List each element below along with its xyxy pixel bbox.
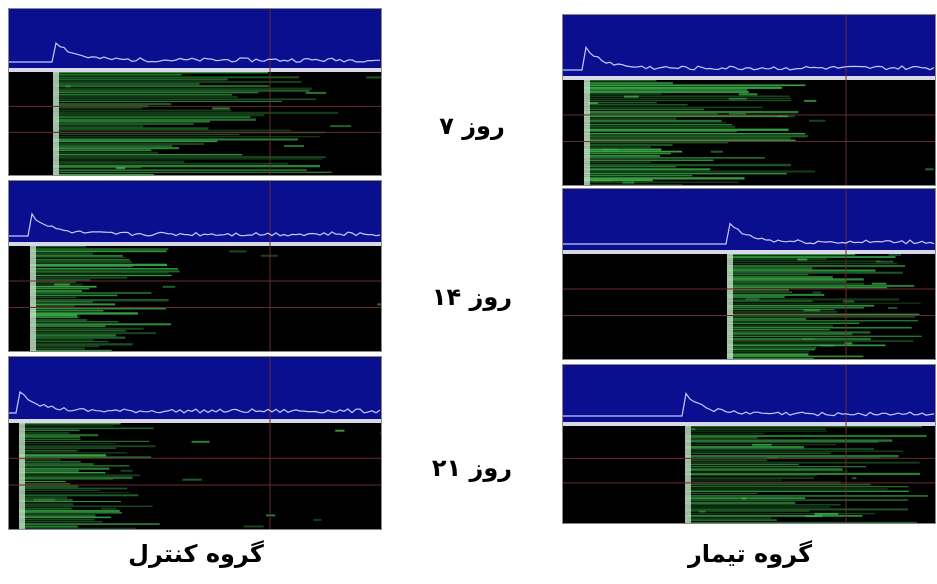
- panel-border: [8, 8, 382, 176]
- panel-divider: [562, 250, 936, 254]
- kymograph-treatment-day21: [562, 364, 936, 524]
- image-grid: [8, 180, 382, 352]
- signal-streaks: [584, 80, 934, 186]
- panel-control-day14: [8, 180, 382, 352]
- panel-border: [562, 364, 936, 524]
- day-label-21: روز ۲۱: [431, 454, 513, 482]
- trace-header: [8, 356, 382, 419]
- panel-divider: [8, 419, 382, 423]
- panel-control-day21: [8, 356, 382, 530]
- panel-treatment-day14: [562, 188, 936, 360]
- trace-header: [562, 364, 936, 422]
- signal-streaks: [727, 254, 922, 360]
- panel-treatment-day21: [562, 364, 936, 524]
- panel-border: [562, 188, 936, 360]
- image-grid: [8, 356, 382, 530]
- trace-header: [8, 8, 382, 68]
- trace-line: [562, 222, 935, 245]
- signal-streaks: [53, 72, 381, 176]
- panel-border: [8, 356, 382, 530]
- image-grid: [562, 364, 936, 524]
- group-label-treatment: گروه تیمار: [687, 540, 813, 568]
- group-label-control: گروه کنترل: [128, 540, 264, 568]
- onset-edge: [19, 423, 25, 530]
- signal-streaks: [19, 423, 382, 530]
- kymograph-treatment-day14: [562, 188, 936, 360]
- panel-divider: [8, 242, 382, 246]
- image-area: [8, 72, 382, 176]
- onset-edge: [30, 246, 36, 352]
- kymograph-control-day14: [8, 180, 382, 352]
- day-label-14: روز ۱۴: [431, 283, 513, 311]
- panel-treatment-day7: [562, 14, 936, 186]
- onset-edge: [53, 72, 59, 176]
- kymograph-treatment-day7: [562, 14, 936, 186]
- panel-border: [562, 14, 936, 186]
- signal-streaks: [685, 426, 928, 524]
- trace-line: [8, 41, 380, 63]
- panel-divider: [562, 76, 936, 80]
- image-grid: [8, 8, 382, 176]
- panel-border: [8, 180, 382, 352]
- image-grid: [562, 14, 936, 186]
- trace-header: [562, 188, 936, 250]
- panel-divider: [8, 68, 382, 72]
- onset-edge: [685, 426, 691, 524]
- kymograph-control-day7: [8, 8, 382, 176]
- trace-line: [8, 390, 381, 414]
- trace-line: [562, 391, 935, 417]
- panel-control-day7: [8, 8, 382, 176]
- kymograph-control-day21: [8, 356, 382, 530]
- image-grid: [562, 188, 936, 360]
- onset-edge: [584, 80, 590, 186]
- signal-streaks: [30, 246, 382, 351]
- trace-line: [8, 212, 381, 237]
- onset-edge: [727, 254, 733, 360]
- day-label-7: روز ۷: [439, 112, 505, 140]
- trace-line: [562, 45, 935, 71]
- panel-divider: [562, 422, 936, 426]
